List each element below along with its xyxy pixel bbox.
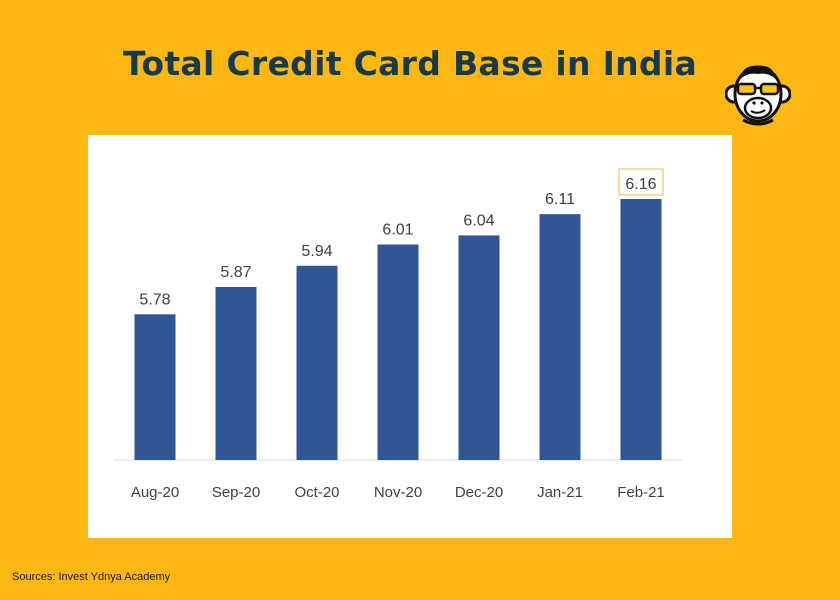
- value-label-jan-21: 6.11: [545, 191, 575, 208]
- x-tick-label-dec-20: Dec-20: [455, 484, 503, 501]
- page-title: Total Credit Card Base in India: [122, 44, 698, 83]
- bar-jan-21: [539, 214, 581, 460]
- x-tick-label-aug-20: Aug-20: [131, 484, 179, 501]
- x-tick-label-sep-20: Sep-20: [212, 484, 260, 501]
- value-label-feb-21: 6.16: [625, 176, 656, 193]
- source-note: Sources: Invest Ydnya Academy: [12, 571, 171, 583]
- value-label-aug-20: 5.78: [139, 291, 170, 308]
- bar-sep-20: [215, 287, 257, 460]
- highlight-box: [618, 168, 664, 196]
- bar-aug-20: [134, 314, 176, 460]
- x-tick-label-nov-20: Nov-20: [374, 484, 422, 501]
- value-label-dec-20: 6.04: [463, 212, 494, 229]
- value-label-sep-20: 5.87: [220, 264, 251, 281]
- bar-nov-20: [377, 244, 419, 460]
- value-label-oct-20: 5.94: [301, 243, 332, 260]
- bar-oct-20: [296, 265, 338, 460]
- x-tick-label-jan-21: Jan-21: [537, 484, 583, 501]
- x-tick-label-oct-20: Oct-20: [294, 484, 339, 501]
- value-label-nov-20: 6.01: [382, 222, 413, 239]
- bar-dec-20: [458, 235, 500, 460]
- bar-feb-21: [620, 198, 662, 461]
- logo: [724, 58, 792, 128]
- bar-chart: 5.78 5.87 5.94 6.01 6.04 6.11 6.16 Aug-20 Sep-2…: [114, 168, 682, 501]
- monkey-with-sunglasses-icon: [724, 65, 792, 126]
- chart-card: 5.78 5.87 5.94 6.01 6.04 6.11 6.16 Aug-20 Sep-2…: [88, 135, 732, 538]
- x-tick-label-feb-21: Feb-21: [617, 484, 665, 501]
